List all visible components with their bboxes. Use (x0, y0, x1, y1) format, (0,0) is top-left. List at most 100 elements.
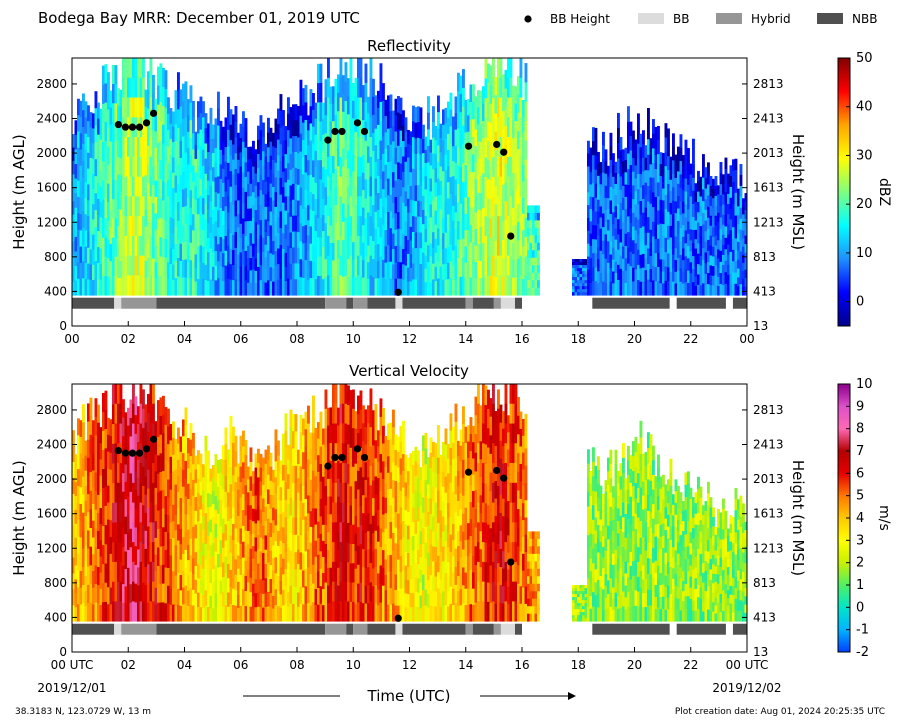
reflectivity-heatmap-cell (324, 277, 328, 296)
reflectivity-class-segment-hybrid (325, 297, 347, 309)
reflectivity-heatmap-cell (449, 109, 453, 127)
reflectivity-heatmap-cell (164, 163, 168, 184)
velocity-heatmap-cell (284, 499, 288, 518)
reflectivity-heatmap-cell (332, 86, 335, 105)
reflectivity-heatmap-cell (614, 239, 618, 252)
reflectivity-heatmap-cell (697, 274, 700, 286)
velocity-heatmap-cell (264, 449, 268, 465)
reflectivity-heatmap-cell (152, 93, 155, 112)
reflectivity-heatmap-cell (702, 283, 705, 296)
reflectivity-heatmap-cell (387, 261, 390, 279)
reflectivity-heatmap-cell (407, 281, 410, 296)
velocity-heatmap-cell (282, 496, 285, 513)
velocity-heatmap-cell (97, 440, 100, 460)
reflectivity-heatmap-cell (424, 176, 428, 190)
reflectivity-heatmap-cell (339, 176, 343, 197)
reflectivity-heatmap-cell (254, 161, 258, 174)
velocity-heatmap-cell (124, 464, 128, 483)
reflectivity-heatmap-cell (114, 65, 118, 85)
reflectivity-heatmap-cell (514, 190, 518, 209)
velocity-heatmap-cell (222, 489, 225, 505)
velocity-heatmap-cell (294, 431, 298, 450)
reflectivity-heatmap-cell (77, 147, 80, 165)
reflectivity-heatmap-cell (597, 163, 600, 177)
reflectivity-heatmap-cell (434, 266, 438, 282)
reflectivity-heatmap-cell (717, 221, 720, 232)
velocity-heatmap-cell (149, 443, 153, 464)
velocity-heatmap-cell (92, 503, 95, 522)
reflectivity-heatmap-cell (654, 239, 658, 254)
reflectivity-heatmap-cell (709, 195, 713, 207)
reflectivity-heatmap-cell (229, 264, 233, 281)
reflectivity-heatmap-cell (84, 279, 88, 296)
velocity-heatmap-cell (204, 559, 208, 576)
reflectivity-heatmap-cell (719, 228, 723, 241)
reflectivity-heatmap-cell (537, 280, 540, 289)
reflectivity-heatmap-cell (602, 199, 605, 214)
reflectivity-heatmap-cell (707, 250, 710, 263)
reflectivity-heatmap-cell (284, 266, 288, 282)
reflectivity-heatmap-cell (287, 278, 290, 296)
reflectivity-heatmap-cell (704, 231, 708, 243)
reflectivity-heatmap-cell (597, 187, 600, 201)
reflectivity-heatmap-cell (724, 214, 728, 227)
reflectivity-heatmap-cell (617, 128, 620, 144)
reflectivity-heatmap-cell (644, 232, 648, 246)
reflectivity-heatmap-cell (112, 141, 115, 162)
velocity-heatmap-cell (392, 497, 395, 516)
velocity-heatmap-cell (197, 478, 200, 494)
reflectivity-heatmap-cell (459, 167, 463, 186)
reflectivity-heatmap-cell (442, 186, 445, 203)
reflectivity-heatmap-cell (272, 186, 275, 201)
velocity-heatmap-cell (197, 606, 200, 622)
reflectivity-heatmap-cell (242, 279, 245, 296)
reflectivity-heatmap-cell (437, 211, 440, 230)
reflectivity-heatmap-cell (289, 216, 293, 233)
reflectivity-heatmap-cell (269, 197, 273, 212)
velocity-heatmap-cell (357, 545, 360, 566)
reflectivity-heatmap-cell (404, 206, 408, 222)
velocity-heatmap-cell (114, 403, 118, 424)
reflectivity-heatmap-cell (74, 120, 78, 136)
reflectivity-heatmap-cell (137, 156, 140, 177)
velocity-heatmap-cell (144, 585, 148, 604)
velocity-heatmap-cell (312, 414, 315, 434)
reflectivity-bb-height-point (128, 123, 137, 131)
reflectivity-heatmap-cell (577, 292, 580, 296)
legend-nbb-label: NBB (852, 12, 877, 26)
velocity-heatmap-cell (74, 468, 78, 483)
velocity-heatmap-cell (309, 542, 313, 559)
reflectivity-heatmap-cell (179, 243, 183, 262)
velocity-heatmap-cell (177, 588, 180, 606)
reflectivity-heatmap-cell (737, 206, 740, 216)
reflectivity-heatmap-cell (284, 126, 288, 141)
reflectivity-heatmap-cell (234, 232, 238, 249)
reflectivity-heatmap-cell (662, 235, 665, 249)
reflectivity-heatmap-cell (402, 202, 405, 219)
reflectivity-heatmap-cell (169, 201, 173, 218)
velocity-heatmap-cell (397, 528, 400, 545)
reflectivity-heatmap-cell (102, 256, 105, 277)
legend-bb-label: BB (673, 12, 689, 26)
reflectivity-heatmap-cell (77, 164, 80, 182)
velocity-heatmap-cell (299, 552, 303, 570)
velocity-heatmap-cell (117, 502, 120, 523)
reflectivity-heatmap-cell (597, 247, 600, 260)
reflectivity-heatmap-cell (134, 137, 138, 158)
reflectivity-bb-height-point (493, 140, 501, 149)
reflectivity-heatmap-cell (252, 192, 255, 206)
reflectivity-heatmap-cell (372, 259, 375, 278)
velocity-heatmap-cell (439, 482, 443, 497)
velocity-heatmap-cell (244, 575, 248, 592)
reflectivity-heatmap-cell (482, 103, 485, 122)
reflectivity-heatmap-cell (389, 261, 393, 279)
reflectivity-heatmap-cell (627, 137, 630, 154)
reflectivity-heatmap-cell (692, 282, 695, 296)
reflectivity-heatmap-cell (604, 258, 608, 272)
reflectivity-heatmap-cell (274, 118, 278, 134)
reflectivity-heatmap-cell (209, 107, 213, 124)
reflectivity-heatmap-cell (147, 257, 150, 277)
reflectivity-heatmap-cell (164, 182, 168, 202)
velocity-heatmap-cell (274, 445, 278, 462)
reflectivity-heatmap-cell (474, 195, 478, 213)
